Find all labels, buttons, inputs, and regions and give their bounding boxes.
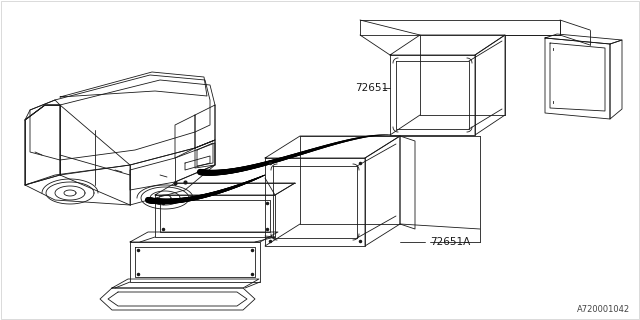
Text: 72651: 72651 — [355, 83, 388, 93]
Text: A720001042: A720001042 — [577, 305, 630, 314]
Text: 72651A: 72651A — [430, 237, 470, 247]
